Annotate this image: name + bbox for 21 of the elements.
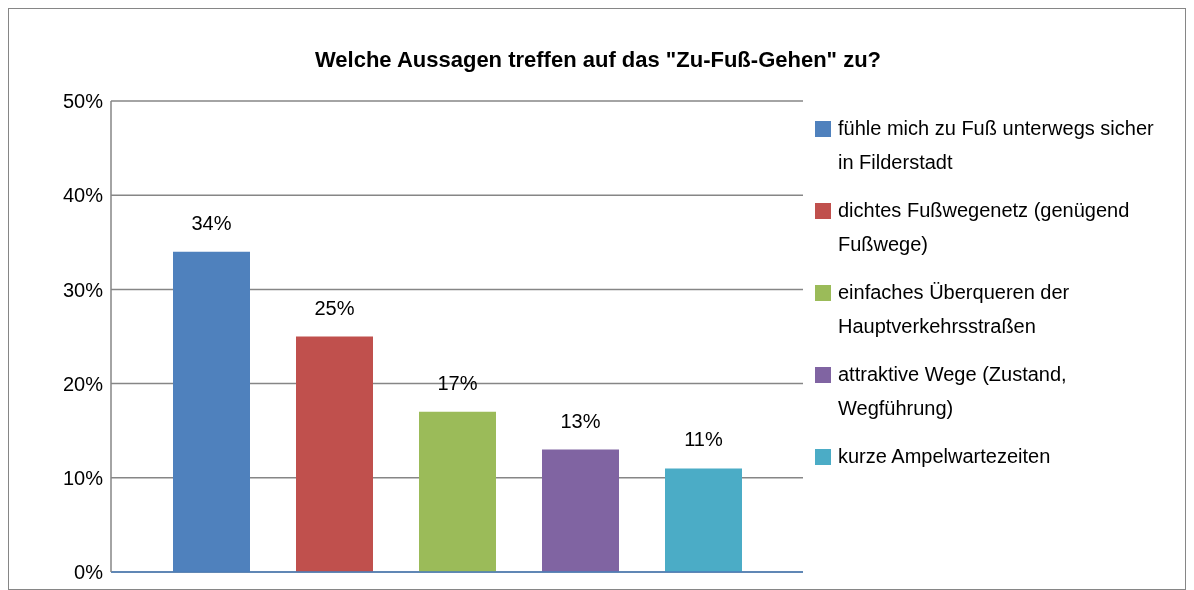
bar (542, 449, 619, 572)
legend-label: kurze Ampelwartezeiten (838, 444, 1052, 469)
bar (665, 468, 742, 572)
legend-label: attraktive Wege (Zustand, Wegführung) (838, 362, 1068, 421)
data-label: 17% (437, 371, 478, 394)
y-tick-label: 40% (62, 184, 104, 207)
y-tick-label: 50% (62, 90, 104, 113)
bar (296, 336, 373, 572)
y-tick-label: 10% (62, 466, 104, 489)
data-label: 13% (560, 409, 601, 432)
data-label: 34% (191, 211, 232, 234)
y-tick-label: 0% (74, 561, 104, 584)
legend-label: einfaches Überqueren der Hauptverkehrsstraßen (838, 280, 1071, 339)
data-label: 11% (684, 428, 723, 451)
y-tick-label: 20% (62, 372, 104, 395)
data-label: 25% (314, 296, 355, 319)
legend-label: dichtes Fußwegenetz (genügend Fußwege) (838, 198, 1131, 257)
y-tick-label: 30% (62, 278, 104, 301)
chart-title: Welche Aussagen treffen auf das "Zu-Fuß-Gehen" zu? (314, 47, 882, 73)
legend-label: fühle mich zu Fuß unterwegs sicher in Filderstadt (838, 116, 1155, 175)
bar (419, 411, 496, 572)
